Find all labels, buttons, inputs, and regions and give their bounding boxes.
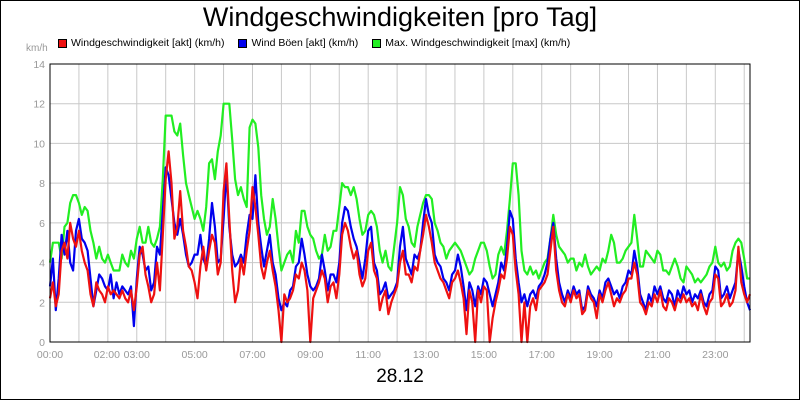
- y-tick-label: 14: [33, 59, 45, 71]
- legend-swatch-speed: [58, 38, 67, 48]
- y-axis-unit: km/h: [26, 43, 48, 54]
- series-line-speed: [48, 150, 752, 344]
- y-tick-label: 0: [39, 337, 45, 349]
- y-tick-label: 8: [39, 178, 45, 190]
- x-tick-label: 05:00: [181, 349, 207, 361]
- legend-label-speed: Windgeschwindigkeit [akt] (km/h): [71, 37, 225, 49]
- legend-swatch-max: [372, 38, 382, 48]
- x-tick-label: 11:00: [355, 349, 381, 361]
- plot-area: [50, 64, 750, 342]
- x-tick-label: 13:00: [413, 349, 439, 361]
- y-tick-label: 6: [39, 218, 45, 230]
- x-tick-label: 17:00: [529, 349, 555, 361]
- x-tick-label: 21:00: [644, 349, 670, 361]
- x-tick-label: 19:00: [586, 349, 612, 361]
- y-tick-label: 2: [39, 297, 45, 309]
- x-tick-label: 03:00: [124, 349, 150, 361]
- x-axis-date-label: 28.12: [376, 366, 424, 387]
- y-tick-label: 10: [33, 138, 45, 150]
- x-tick-label: 09:00: [297, 349, 323, 361]
- legend-item-gusts: Wind Böen [akt] (km/h): [238, 37, 358, 49]
- x-tick-label: 07:00: [239, 349, 265, 361]
- x-tick-label: 15:00: [471, 349, 497, 361]
- series-line-max: [48, 102, 750, 284]
- legend-label-max: Max. Windgeschwindigkeit [max] (km/h): [385, 37, 571, 49]
- y-tick-label: 12: [33, 99, 45, 111]
- plot-border: [49, 63, 751, 343]
- legend-label-gusts: Wind Böen [akt] (km/h): [251, 37, 359, 49]
- legend-swatch-gusts: [238, 38, 248, 48]
- legend-item-max: Max. Windgeschwindigkeit [max] (km/h): [372, 37, 570, 49]
- x-tick-label: 02:00: [94, 349, 120, 361]
- chart-title: Windgeschwindigkeiten [pro Tag]: [202, 2, 598, 32]
- x-tick-label: 23:00: [702, 349, 728, 361]
- legend-item-speed: Windgeschwindigkeit [akt] (km/h): [58, 37, 224, 49]
- x-tick-label: 00:00: [37, 349, 63, 361]
- chart-legend: Windgeschwindigkeit [akt] (km/h) Wind Bö…: [58, 37, 584, 49]
- y-tick-label: 4: [39, 258, 45, 270]
